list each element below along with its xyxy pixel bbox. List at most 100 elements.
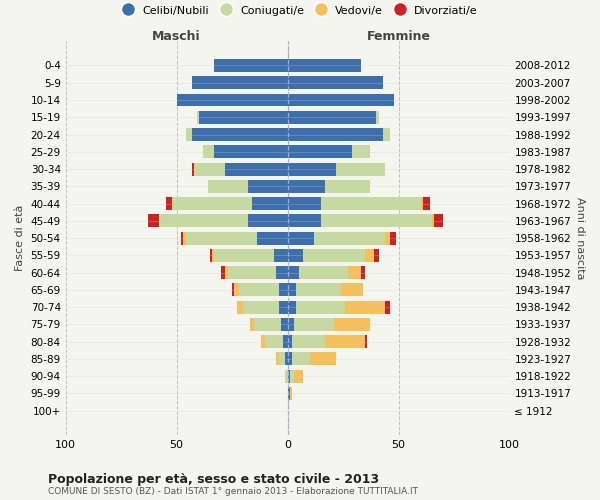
Bar bbox=[290, 387, 292, 400]
Bar bbox=[296, 300, 345, 314]
Bar bbox=[292, 335, 325, 348]
Bar bbox=[250, 318, 254, 331]
Bar bbox=[287, 232, 314, 244]
Bar bbox=[321, 214, 432, 228]
Bar bbox=[239, 284, 279, 296]
Bar bbox=[287, 214, 321, 228]
Bar bbox=[192, 128, 287, 141]
Bar bbox=[227, 266, 277, 279]
Bar bbox=[203, 146, 214, 158]
Bar bbox=[287, 146, 352, 158]
Bar bbox=[347, 266, 361, 279]
Bar bbox=[192, 76, 287, 89]
Bar bbox=[314, 232, 385, 244]
Bar bbox=[389, 232, 397, 244]
Bar bbox=[283, 335, 287, 348]
Bar bbox=[261, 335, 265, 348]
Bar bbox=[376, 111, 379, 124]
Bar bbox=[277, 352, 279, 366]
Bar bbox=[279, 352, 286, 366]
Bar bbox=[194, 162, 226, 175]
Bar bbox=[281, 318, 287, 331]
Bar bbox=[214, 146, 287, 158]
Bar bbox=[365, 335, 367, 348]
Bar bbox=[296, 284, 341, 296]
Bar bbox=[185, 128, 192, 141]
Bar bbox=[197, 111, 199, 124]
Bar bbox=[252, 197, 287, 210]
Bar bbox=[294, 370, 303, 382]
Bar bbox=[257, 232, 287, 244]
Text: COMUNE DI SESTO (BZ) - Dati ISTAT 1° gennaio 2013 - Elaborazione TUTTITALIA.IT: COMUNE DI SESTO (BZ) - Dati ISTAT 1° gen… bbox=[48, 488, 418, 496]
Bar bbox=[287, 284, 296, 296]
Bar bbox=[148, 214, 159, 228]
Bar bbox=[248, 180, 287, 193]
Bar bbox=[208, 180, 248, 193]
Bar bbox=[248, 214, 287, 228]
Bar bbox=[232, 284, 235, 296]
Bar bbox=[423, 197, 430, 210]
Bar bbox=[287, 370, 290, 382]
Bar bbox=[254, 318, 281, 331]
Bar bbox=[287, 76, 383, 89]
Bar bbox=[321, 197, 421, 210]
Bar bbox=[383, 128, 389, 141]
Bar bbox=[221, 266, 226, 279]
Bar bbox=[214, 249, 274, 262]
Bar bbox=[352, 146, 370, 158]
Bar bbox=[287, 162, 337, 175]
Bar bbox=[214, 59, 287, 72]
Bar bbox=[199, 111, 287, 124]
Bar bbox=[299, 266, 347, 279]
Bar bbox=[235, 284, 239, 296]
Bar bbox=[337, 162, 385, 175]
Text: Popolazione per età, sesso e stato civile - 2013: Popolazione per età, sesso e stato civil… bbox=[48, 472, 379, 486]
Bar bbox=[361, 266, 365, 279]
Bar bbox=[325, 180, 370, 193]
Bar bbox=[277, 266, 287, 279]
Bar bbox=[374, 249, 379, 262]
Bar bbox=[172, 197, 252, 210]
Bar bbox=[226, 162, 287, 175]
Y-axis label: Fasce di età: Fasce di età bbox=[15, 205, 25, 272]
Bar bbox=[274, 249, 287, 262]
Bar bbox=[236, 300, 243, 314]
Bar bbox=[287, 266, 299, 279]
Bar bbox=[287, 249, 303, 262]
Bar bbox=[287, 94, 394, 106]
Bar bbox=[176, 94, 287, 106]
Bar bbox=[287, 352, 292, 366]
Bar bbox=[181, 232, 183, 244]
Bar bbox=[325, 335, 365, 348]
Bar bbox=[287, 59, 361, 72]
Bar bbox=[286, 352, 287, 366]
Text: Maschi: Maschi bbox=[152, 30, 201, 43]
Bar bbox=[210, 249, 212, 262]
Bar bbox=[421, 197, 423, 210]
Bar bbox=[303, 249, 365, 262]
Bar bbox=[212, 249, 214, 262]
Bar bbox=[192, 162, 194, 175]
Bar bbox=[287, 197, 321, 210]
Bar bbox=[159, 214, 248, 228]
Bar bbox=[365, 249, 374, 262]
Bar bbox=[265, 335, 283, 348]
Bar bbox=[287, 300, 296, 314]
Y-axis label: Anni di nascita: Anni di nascita bbox=[575, 197, 585, 280]
Bar bbox=[385, 300, 389, 314]
Bar bbox=[287, 387, 290, 400]
Text: Femmine: Femmine bbox=[367, 30, 431, 43]
Bar bbox=[287, 180, 325, 193]
Bar bbox=[345, 300, 385, 314]
Bar bbox=[287, 111, 376, 124]
Bar bbox=[292, 352, 310, 366]
Bar bbox=[286, 370, 287, 382]
Bar bbox=[279, 284, 287, 296]
Bar bbox=[334, 318, 370, 331]
Bar bbox=[432, 214, 434, 228]
Bar bbox=[287, 128, 383, 141]
Legend: Celibi/Nubili, Coniugati/e, Vedovi/e, Divorziati/e: Celibi/Nubili, Coniugati/e, Vedovi/e, Di… bbox=[118, 0, 482, 20]
Bar bbox=[434, 214, 443, 228]
Bar bbox=[185, 232, 257, 244]
Bar bbox=[287, 335, 292, 348]
